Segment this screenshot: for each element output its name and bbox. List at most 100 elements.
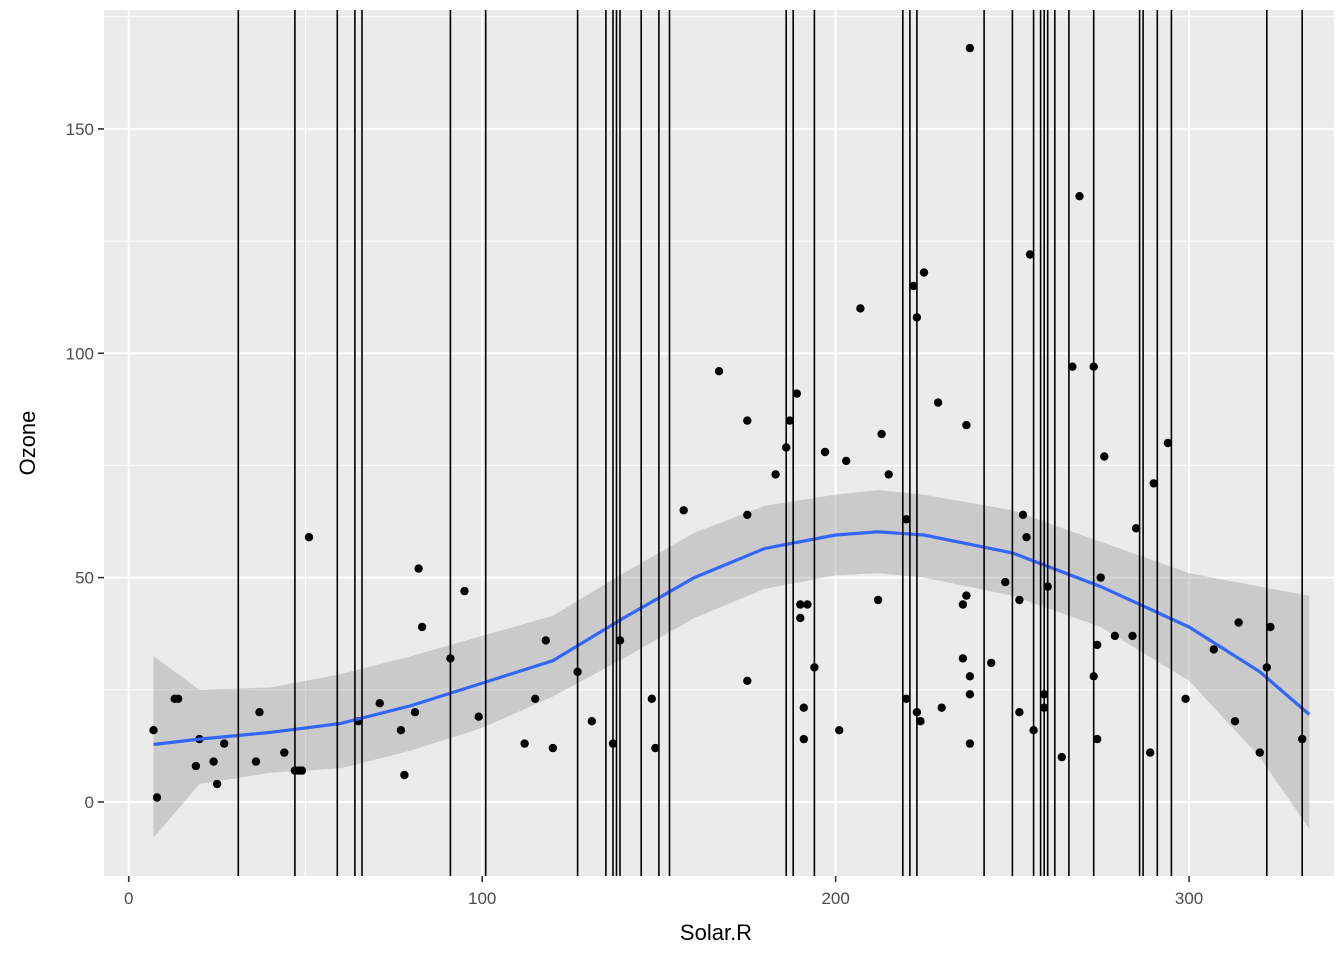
data-points [149, 43, 1307, 802]
data-point [743, 416, 752, 425]
data-point [1181, 694, 1190, 703]
x-tick-label: 0 [124, 889, 133, 908]
data-point [958, 600, 968, 609]
y-tick-label: 0 [85, 793, 94, 812]
data-point [965, 739, 975, 748]
data-point [304, 533, 314, 542]
data-point [1131, 524, 1141, 533]
y-axis-title: Ozone [15, 411, 40, 476]
data-point [1001, 577, 1010, 587]
data-point [414, 564, 423, 573]
data-point [799, 703, 808, 712]
data-point [1093, 734, 1102, 744]
data-point [396, 726, 406, 735]
y-tick-label: 100 [66, 344, 94, 363]
data-point [792, 389, 801, 398]
data-point [548, 743, 558, 753]
data-point [651, 743, 660, 753]
data-point [280, 748, 289, 757]
data-point [1146, 748, 1155, 757]
x-tick-label: 300 [1175, 889, 1203, 908]
data-point [1093, 640, 1102, 650]
data-point [958, 654, 968, 663]
data-point [902, 515, 911, 524]
data-point [803, 600, 812, 609]
y-axis-ticks: 0 50 100 150 [66, 120, 104, 812]
smooth-line [153, 530, 1311, 747]
data-point [1266, 622, 1275, 632]
data-point [962, 591, 971, 600]
data-point [474, 712, 483, 721]
data-point [835, 726, 844, 735]
data-point [1015, 595, 1024, 605]
data-point [212, 779, 222, 789]
data-point [799, 734, 808, 744]
data-point [937, 703, 946, 712]
data-point [1234, 618, 1243, 627]
data-point [375, 699, 384, 708]
data-point [884, 470, 893, 479]
data-point [647, 694, 656, 703]
data-point [771, 470, 780, 479]
data-point [1096, 573, 1105, 582]
confidence-ribbon [153, 490, 1310, 838]
y-tick-label: 150 [66, 120, 94, 139]
data-point [251, 757, 261, 766]
data-point [297, 766, 307, 775]
data-point [965, 690, 975, 699]
data-point [1022, 533, 1031, 542]
data-point [152, 793, 162, 802]
data-point [933, 398, 943, 407]
data-point [873, 595, 883, 605]
data-point [987, 658, 996, 668]
data-point [1149, 479, 1158, 488]
data-point [962, 420, 971, 430]
x-axis-ticks: 0 100 200 300 [124, 876, 1203, 908]
data-point [255, 708, 264, 717]
data-point [520, 739, 529, 748]
data-point [1025, 250, 1035, 259]
data-point [796, 600, 805, 609]
data-point [820, 447, 830, 457]
data-point [877, 429, 886, 439]
data-point [796, 613, 805, 623]
data-point [902, 694, 911, 703]
data-point [1128, 631, 1137, 641]
data-point [410, 708, 420, 717]
data-point [1015, 708, 1024, 717]
data-point [1018, 510, 1028, 519]
data-point [1255, 748, 1265, 757]
data-point [1163, 438, 1173, 448]
data-point [714, 367, 724, 376]
data-point [1209, 645, 1219, 654]
data-point [1075, 192, 1084, 201]
data-point [541, 636, 550, 645]
x-tick-label: 100 [468, 889, 496, 908]
data-point [916, 717, 925, 726]
data-point [965, 672, 975, 681]
data-point [400, 770, 409, 780]
data-point [1068, 362, 1077, 371]
data-point [743, 676, 752, 685]
data-point [743, 510, 752, 519]
data-point [1230, 717, 1240, 726]
data-point [1057, 752, 1067, 762]
vertical-lines [237, 10, 1303, 876]
data-point [191, 761, 201, 771]
data-point [785, 416, 794, 425]
data-point [1110, 631, 1120, 641]
x-tick-label: 200 [821, 889, 849, 908]
y-tick-label: 50 [75, 569, 94, 588]
data-point [856, 304, 865, 313]
data-point [209, 757, 218, 766]
data-point [679, 506, 688, 515]
data-point [174, 694, 183, 703]
data-point [149, 726, 158, 735]
data-point [909, 281, 918, 291]
data-point [220, 739, 229, 748]
data-point [965, 43, 975, 53]
panel-background [104, 10, 1334, 876]
data-point [417, 622, 427, 632]
data-point [919, 268, 929, 277]
